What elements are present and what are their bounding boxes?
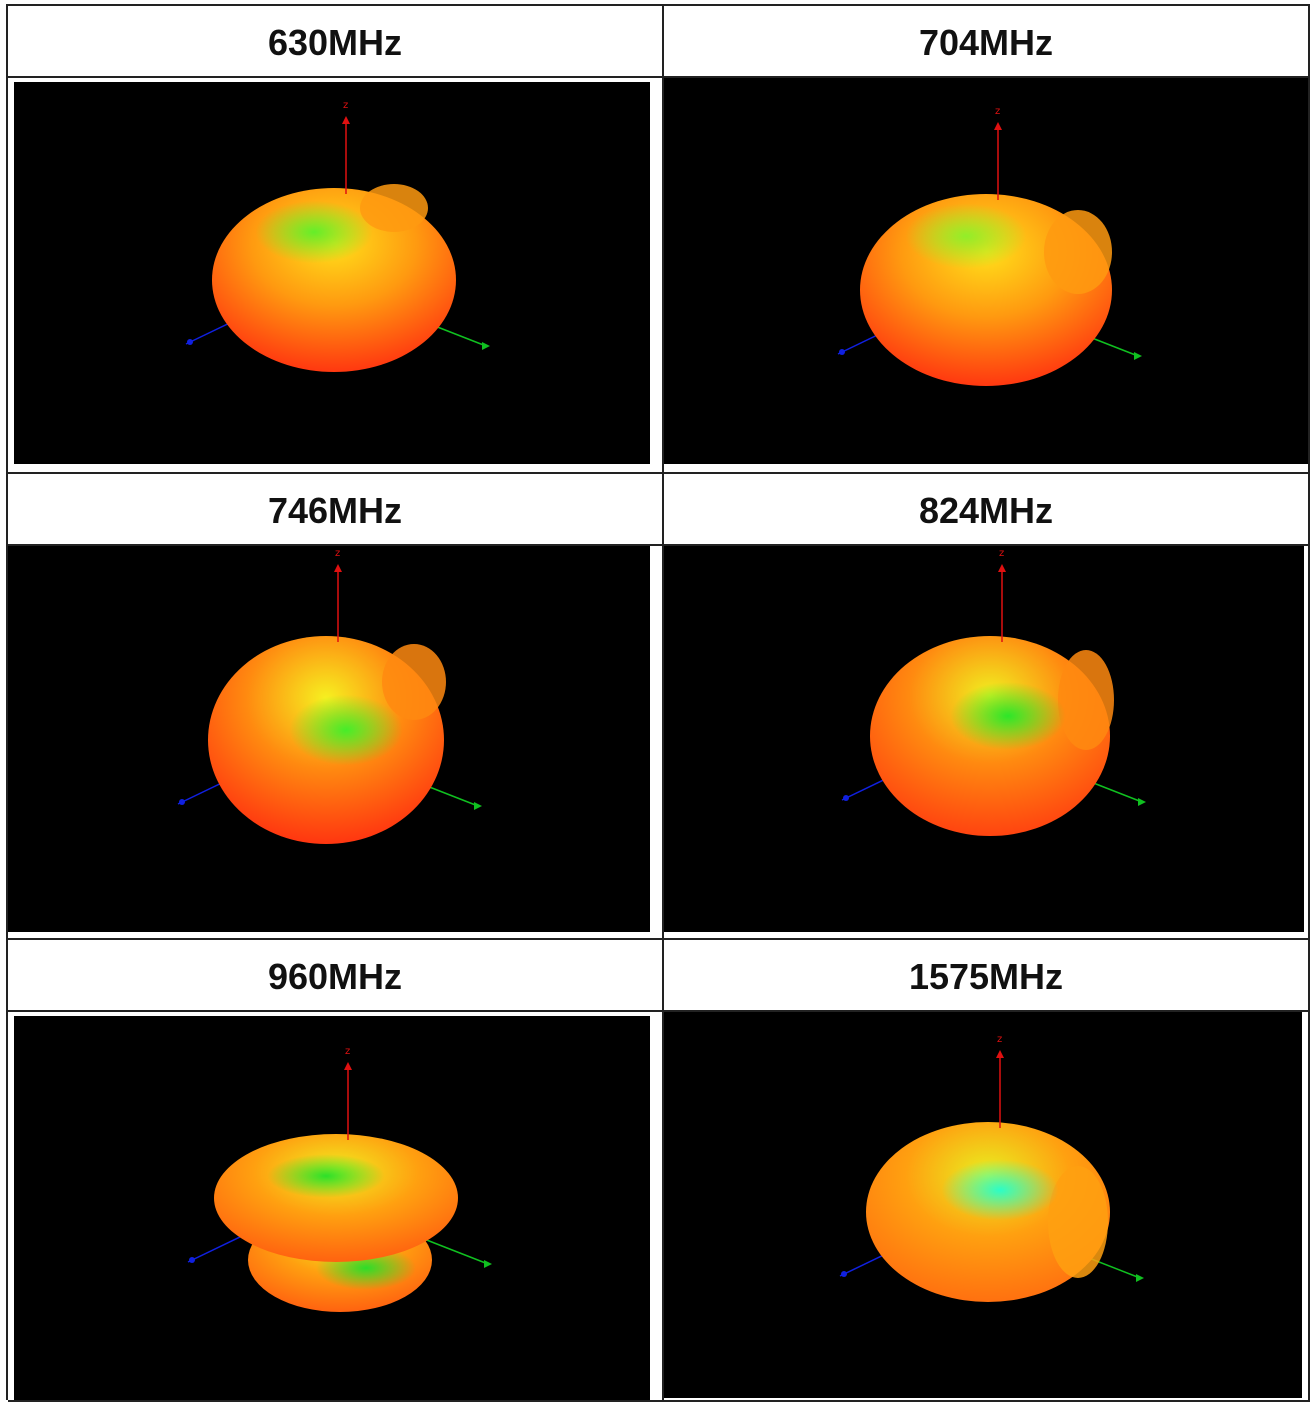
- pattern-svg: z: [839, 1034, 1144, 1302]
- z-axis-arrow: [994, 122, 1002, 130]
- x-axis-marker: [189, 1257, 195, 1263]
- y-axis-arrow: [482, 342, 490, 350]
- z-axis-arrow: [344, 1062, 352, 1070]
- x-axis-marker: [841, 1271, 847, 1277]
- y-axis-arrow: [474, 802, 482, 810]
- header-cell-746: 746MHz: [8, 474, 664, 546]
- radiation-pattern-1575: z: [664, 1012, 1302, 1398]
- gain-highlight: [267, 1154, 385, 1198]
- z-axis-label: z: [335, 548, 340, 559]
- frequency-label: 746MHz: [267, 490, 403, 531]
- pattern-svg: z: [177, 548, 482, 844]
- image-cell-746: z: [8, 546, 664, 940]
- x-axis-marker: [839, 349, 845, 355]
- z-axis-label: z: [345, 1046, 350, 1057]
- image-cell-630: z: [8, 78, 664, 474]
- pattern-svg: z: [187, 1046, 492, 1312]
- z-axis-arrow: [998, 564, 1006, 572]
- header-cell-824: 824MHz: [664, 474, 1310, 546]
- pattern-table: 630MHz 704MHz z z 746MHz 824MHz z z 960M…: [6, 4, 1310, 1402]
- y-axis-arrow: [484, 1260, 492, 1268]
- side-lobe: [1044, 210, 1112, 294]
- gain-highlight: [289, 694, 403, 766]
- pattern-svg: z: [841, 548, 1146, 836]
- z-axis-label: z: [999, 548, 1004, 559]
- side-lobe: [1058, 650, 1114, 750]
- header-cell-1575: 1575MHz: [664, 940, 1310, 1012]
- image-cell-704: z: [664, 78, 1310, 474]
- radiation-pattern-746: z: [8, 546, 650, 932]
- gain-highlight: [950, 682, 1066, 750]
- side-lobe: [1048, 1166, 1108, 1278]
- frequency-label: 960MHz: [267, 956, 403, 997]
- radiation-pattern-704: z: [664, 78, 1308, 464]
- image-cell-960: z: [8, 1012, 664, 1402]
- frequency-label: 704MHz: [918, 22, 1054, 63]
- header-cell-630: 630MHz: [8, 6, 664, 78]
- z-axis-label: z: [343, 100, 348, 111]
- x-axis-marker: [179, 799, 185, 805]
- y-axis-arrow: [1136, 1274, 1144, 1282]
- z-axis-arrow: [334, 564, 342, 572]
- gain-highlight: [905, 203, 1027, 269]
- header-cell-704: 704MHz: [664, 6, 1310, 78]
- x-axis-marker: [187, 339, 193, 345]
- frequency-label: 1575MHz: [908, 956, 1064, 997]
- radiation-pattern-630: z: [14, 82, 650, 464]
- gain-highlight: [941, 1159, 1059, 1221]
- pattern-svg: z: [837, 106, 1142, 386]
- gain-highlight: [255, 200, 373, 264]
- pattern-svg: z: [185, 100, 490, 372]
- side-lobe: [360, 184, 428, 232]
- image-cell-1575: z: [664, 1012, 1310, 1402]
- main-lobe: [214, 1134, 458, 1262]
- radiation-pattern-960: z: [14, 1016, 650, 1400]
- frequency-label: 630MHz: [267, 22, 403, 63]
- header-cell-960: 960MHz: [8, 940, 664, 1012]
- image-cell-824: z: [664, 546, 1310, 940]
- frequency-label: 824MHz: [918, 490, 1054, 531]
- z-axis-arrow: [342, 116, 350, 124]
- side-lobe: [382, 644, 446, 720]
- z-axis-label: z: [997, 1034, 1002, 1045]
- y-axis-arrow: [1138, 798, 1146, 806]
- x-axis-marker: [843, 795, 849, 801]
- z-axis-label: z: [995, 106, 1000, 117]
- radiation-pattern-824: z: [664, 546, 1304, 932]
- y-axis-arrow: [1134, 352, 1142, 360]
- z-axis-arrow: [996, 1050, 1004, 1058]
